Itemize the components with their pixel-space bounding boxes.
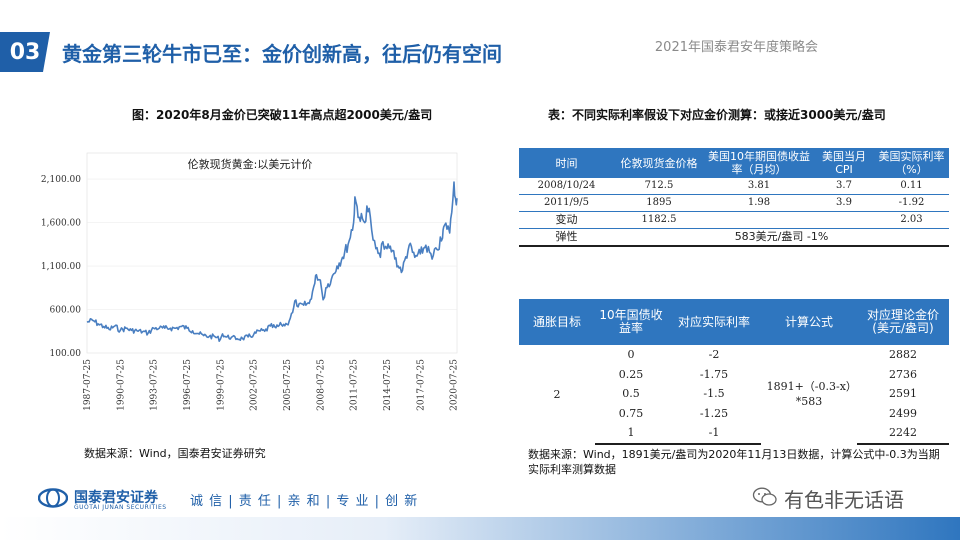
company-slogan: 诚 信 | 责 任 | 亲 和 | 专 业 | 创 新: [190, 494, 419, 509]
t2-header-yield: 10年国债收益率: [595, 299, 667, 345]
table-row: 2 0 -2 1891+（-0.3-x）*583 2882: [519, 345, 949, 408]
y-gridlines: [87, 178, 457, 354]
y-tick-label: 2,100.00: [41, 175, 81, 185]
t2-price: 2242: [857, 423, 949, 445]
t1-cell: 2011/9/5: [519, 194, 614, 212]
company-name-cn: 国泰君安证券: [74, 490, 158, 506]
table-row: 0.5 -1.5 2591: [519, 384, 949, 404]
t2-yield: 1: [595, 423, 667, 445]
t2-real-rate: -1.25: [699, 406, 729, 420]
t2-price: 2882: [889, 348, 917, 361]
event-label: 2021年国泰君安年度策略会: [654, 40, 818, 55]
x-tick-label: 1996-07-25: [183, 359, 193, 411]
chart-source: 数据来源：Wind，国泰君安证券研究: [84, 447, 266, 460]
t1-cell: 1182.5: [614, 211, 704, 229]
t1-cell: 712.5: [614, 178, 704, 195]
t2-yield: 0.75: [618, 406, 644, 420]
y-axis-labels: 100.00 600.00 1,100.00 1,600.00 2,100.00: [41, 175, 81, 359]
t1-cell: 2.03: [874, 211, 949, 229]
x-tick-label: 2011-07-25: [350, 359, 360, 411]
y-tick-label: 1,100.00: [41, 262, 81, 272]
t2-yield: 0.5: [622, 387, 640, 400]
x-tick-label: 2002-07-25: [250, 359, 260, 411]
company-name-en: GUOTAI JUNAN SECURITIES: [74, 504, 167, 511]
x-tick-label: 1999-07-25: [216, 359, 226, 411]
x-tick-label: 2020-07-25: [450, 359, 460, 411]
company-logo-icon: [38, 488, 68, 508]
table-row: 0.75 -1.25 2499: [519, 404, 949, 424]
t2-price: 2499: [889, 406, 917, 420]
t1-cell: 1.98: [704, 194, 814, 212]
t2-price: 2736: [889, 367, 917, 381]
table-row: 2011/9/5 1895 1.98 3.9 -1.92: [519, 194, 949, 212]
chart-title: 伦敦现货黄金:以美元计价: [188, 157, 313, 171]
y-tick-label: 100.00: [50, 349, 82, 359]
table-row: 1 -1 2242: [519, 423, 949, 445]
watermark-text: 有色非无话语: [784, 488, 904, 512]
table-row: 变动 1182.5 2.03: [519, 211, 949, 229]
x-axis-labels: 1987-07-25 1990-07-25 1993-07-25 1996-07-25…: [83, 359, 460, 411]
footer-band: [0, 517, 960, 540]
table2-source: 数据来源：Wind，1891美元/盎司为2020年11月13日数据，计算公式中-…: [528, 448, 940, 476]
gold-price-chart: 100.00 600.00 1,100.00 1,600.00 2,100.00 198…: [41, 152, 460, 411]
table2-header-row: 通胀目标 10年国债收益率 对应实际利率 计算公式 对应理论金价(美元/盎司): [519, 299, 949, 345]
t2-header-inflation: 通胀目标: [519, 299, 595, 345]
t1-cell: 3.81: [704, 178, 814, 195]
t2-yield: 0.25: [618, 367, 644, 381]
table-row: 2008/10/24 712.5 3.81 3.7 0.11: [519, 178, 949, 195]
t1-cell: -1.92: [874, 194, 949, 212]
t1-elasticity-label: 弹性: [519, 228, 614, 247]
t1-header-cpi: 美国当月CPI: [814, 148, 874, 178]
table-row: 0.25 -1.75 2736: [519, 365, 949, 385]
t1-header-price: 伦敦现货金价格: [614, 148, 704, 178]
table-row-elasticity: 弹性 583美元/盎司 -1%: [519, 228, 949, 247]
t1-cell: 1895: [614, 194, 704, 212]
t2-header-real-rate: 对应实际利率: [667, 299, 761, 345]
t1-cell: [704, 211, 814, 229]
section-number-badge: 03: [0, 32, 50, 72]
plot-area: [86, 152, 458, 354]
t2-header-formula: 计算公式: [761, 299, 857, 345]
t2-real-rate: -1.75: [699, 367, 729, 381]
t2-real-rate: -2: [708, 348, 720, 361]
x-tick-label: 1993-07-25: [150, 359, 160, 411]
t2-real-rate: -1: [667, 423, 761, 445]
wechat-icon: [752, 487, 777, 506]
t1-cell: 0.11: [874, 178, 949, 195]
t2-price: 2591: [889, 387, 917, 400]
table1-title: 表：不同实际利率假设下对应金价测算：或接近3000美元/盎司: [548, 108, 886, 122]
figure-title: 图：2020年8月金价已突破11年高点超2000美元/盎司: [132, 108, 433, 122]
t1-cell: 2008/10/24: [519, 178, 614, 195]
x-tick-label: 1987-07-25: [83, 359, 93, 411]
page-title: 黄金第三轮牛市已至：金价创新高，往后仍有空间: [62, 42, 502, 66]
table1-header-row: 时间 伦敦现货金价格 美国10年期国债收益率（月均） 美国当月CPI 美国实际利…: [519, 148, 949, 178]
t1-cell: 变动: [519, 211, 614, 229]
x-tick-label: 1990-07-25: [116, 359, 126, 411]
header: 03 黄金第三轮牛市已至：金价创新高，往后仍有空间 2021年国泰君安年度策略会: [0, 30, 960, 76]
series-line-gold-price: [86, 181, 458, 342]
t1-header-yield: 美国10年期国债收益率（月均）: [704, 148, 814, 178]
t2-yield: 0: [627, 348, 635, 361]
y-tick-label: 1,600.00: [41, 219, 81, 229]
t2-header-theory-price: 对应理论金价(美元/盎司): [857, 299, 949, 345]
x-tick-label: 2008-07-25: [316, 359, 326, 411]
t1-cell: [814, 211, 874, 229]
t1-cell: 3.7: [814, 178, 874, 195]
historical-rate-table: 时间 伦敦现货金价格 美国10年期国债收益率（月均） 美国当月CPI 美国实际利…: [519, 148, 949, 247]
t1-header-real-rate: 美国实际利率（%）: [874, 148, 949, 178]
x-tick-label: 2005-07-25: [283, 359, 293, 411]
x-tick-label: 2014-07-25: [383, 359, 393, 411]
t1-cell: 3.9: [814, 194, 874, 212]
t1-header-time: 时间: [519, 148, 614, 178]
t1-elasticity-value: 583美元/盎司 -1%: [614, 228, 949, 247]
t2-real-rate: -1.5: [703, 387, 725, 400]
x-tick-label: 2017-07-25: [416, 359, 426, 411]
t2-formula: 1891+（-0.3-x）*583: [766, 380, 852, 409]
t2-inflation-target: 2: [553, 387, 561, 401]
y-tick-label: 600.00: [50, 306, 82, 316]
scenario-price-table: 通胀目标 10年国债收益率 对应实际利率 计算公式 对应理论金价(美元/盎司) …: [519, 299, 949, 445]
